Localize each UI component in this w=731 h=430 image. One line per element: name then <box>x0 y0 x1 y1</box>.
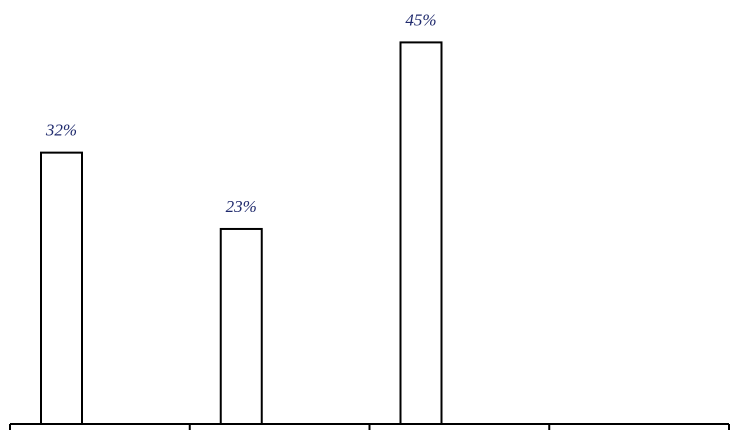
data-label: 45% <box>405 10 436 29</box>
x-ticks-group <box>9 424 730 430</box>
data-label: 23% <box>226 197 257 216</box>
data-label: 32% <box>45 121 77 140</box>
bar <box>219 227 263 425</box>
bar <box>40 151 83 425</box>
data-labels-group: 32% 23% 45% <box>45 10 437 216</box>
bars-group <box>40 41 443 426</box>
bar <box>399 41 443 426</box>
